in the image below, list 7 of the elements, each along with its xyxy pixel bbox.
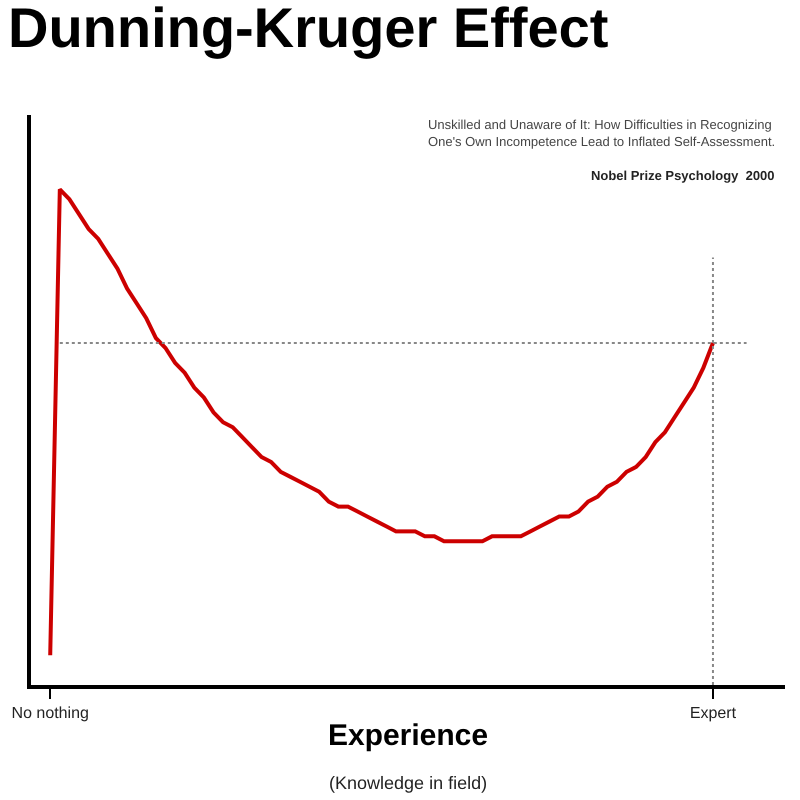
x-tick-label: Expert — [690, 705, 737, 722]
chart-title: Dunning-Kruger Effect — [8, 0, 608, 60]
x-tick-label: No nothing — [12, 705, 89, 722]
chart-subtitle: Unskilled and Unaware of It: How Difficulties in Recognizing One's Own Incompetence Lead to Inflated Self-Assessment. — [428, 117, 776, 149]
text: Nobel Prize Psychology 2000 — [591, 168, 775, 183]
text: (Knowledge in field) — [329, 773, 488, 793]
x-axis-title: Experience — [328, 719, 488, 752]
